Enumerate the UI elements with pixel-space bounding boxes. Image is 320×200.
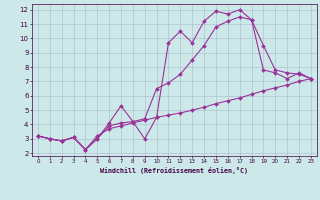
X-axis label: Windchill (Refroidissement éolien,°C): Windchill (Refroidissement éolien,°C)	[100, 167, 248, 174]
